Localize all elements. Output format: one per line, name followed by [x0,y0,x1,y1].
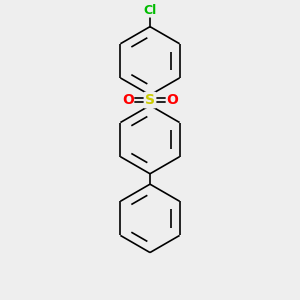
Text: O: O [167,93,178,107]
Text: O: O [122,93,134,107]
Text: S: S [145,93,155,107]
Text: Cl: Cl [143,4,157,17]
